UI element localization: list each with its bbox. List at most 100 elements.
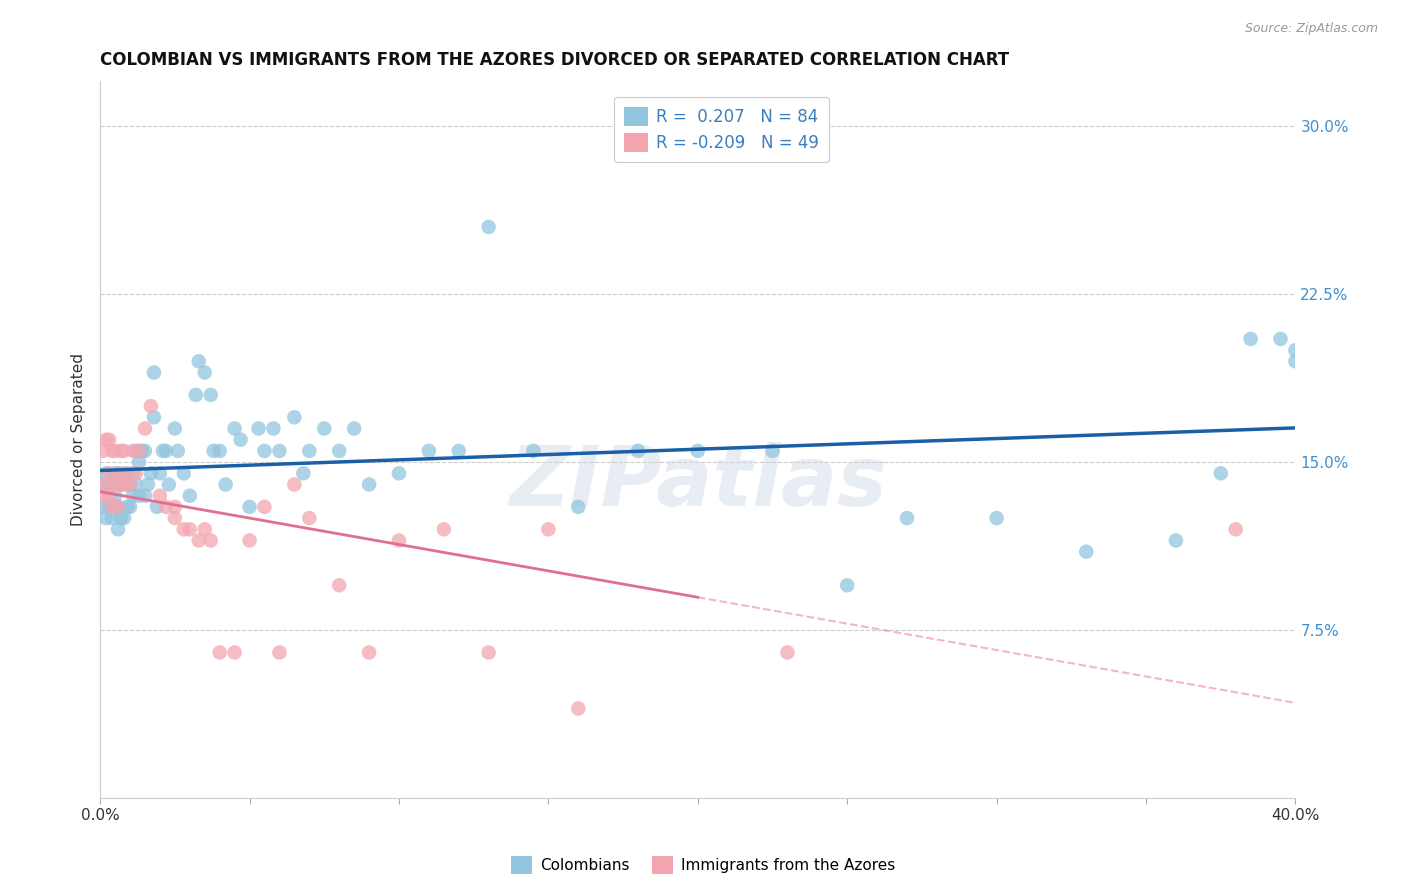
- Point: [166, 443, 188, 458]
- Text: Source: ZipAtlas.com: Source: ZipAtlas.com: [1244, 22, 1378, 36]
- Point: [418, 443, 440, 458]
- Point: [112, 467, 135, 481]
- Point: [98, 433, 121, 447]
- Point: [107, 500, 129, 514]
- Point: [173, 522, 195, 536]
- Point: [179, 489, 201, 503]
- Point: [110, 443, 132, 458]
- Point: [1076, 544, 1098, 558]
- Point: [328, 443, 350, 458]
- Point: [238, 500, 260, 514]
- Point: [328, 578, 350, 592]
- Point: [1270, 332, 1292, 346]
- Point: [238, 533, 260, 548]
- Point: [262, 421, 284, 435]
- Point: [98, 500, 121, 514]
- Point: [478, 219, 501, 234]
- Point: [298, 511, 321, 525]
- Point: [115, 500, 138, 514]
- Point: [142, 410, 165, 425]
- Point: [125, 467, 148, 481]
- Point: [229, 433, 252, 447]
- Point: [107, 467, 129, 481]
- Point: [94, 467, 117, 481]
- Point: [179, 522, 201, 536]
- Point: [1164, 533, 1187, 548]
- Point: [134, 489, 156, 503]
- Point: [200, 533, 222, 548]
- Point: [433, 522, 456, 536]
- Point: [343, 421, 366, 435]
- Point: [224, 645, 246, 659]
- Point: [98, 467, 121, 481]
- Point: [761, 443, 783, 458]
- Point: [447, 443, 470, 458]
- Point: [112, 511, 135, 525]
- Point: [194, 366, 217, 380]
- Point: [1225, 522, 1247, 536]
- Point: [388, 467, 411, 481]
- Point: [283, 477, 305, 491]
- Point: [187, 533, 209, 548]
- Point: [149, 489, 172, 503]
- Point: [91, 443, 114, 458]
- Point: [91, 500, 114, 514]
- Point: [98, 489, 121, 503]
- Point: [125, 443, 148, 458]
- Point: [149, 467, 172, 481]
- Point: [388, 533, 411, 548]
- Point: [173, 467, 195, 481]
- Point: [155, 443, 177, 458]
- Point: [104, 443, 127, 458]
- Point: [139, 399, 162, 413]
- Point: [214, 477, 236, 491]
- Point: [837, 578, 859, 592]
- Point: [163, 421, 186, 435]
- Point: [122, 443, 145, 458]
- Point: [1284, 354, 1306, 368]
- Point: [107, 522, 129, 536]
- Point: [522, 443, 544, 458]
- Point: [112, 443, 135, 458]
- Text: ZIPatlas: ZIPatlas: [509, 442, 887, 524]
- Point: [896, 511, 918, 525]
- Point: [139, 467, 162, 481]
- Point: [125, 477, 148, 491]
- Point: [283, 410, 305, 425]
- Point: [1209, 467, 1232, 481]
- Point: [314, 421, 336, 435]
- Point: [94, 477, 117, 491]
- Point: [104, 489, 127, 503]
- Point: [118, 477, 141, 491]
- Point: [157, 477, 180, 491]
- Point: [118, 500, 141, 514]
- Legend: Colombians, Immigrants from the Azores: Colombians, Immigrants from the Azores: [505, 850, 901, 880]
- Point: [136, 477, 159, 491]
- Point: [101, 511, 124, 525]
- Point: [627, 443, 650, 458]
- Point: [224, 421, 246, 435]
- Point: [101, 443, 124, 458]
- Point: [202, 443, 225, 458]
- Point: [107, 500, 129, 514]
- Point: [1284, 343, 1306, 358]
- Point: [194, 522, 217, 536]
- Point: [253, 443, 276, 458]
- Point: [101, 500, 124, 514]
- Point: [187, 354, 209, 368]
- Point: [128, 443, 150, 458]
- Point: [118, 477, 141, 491]
- Point: [91, 477, 114, 491]
- Point: [269, 645, 291, 659]
- Point: [986, 511, 1008, 525]
- Point: [208, 645, 231, 659]
- Legend: R =  0.207   N = 84, R = -0.209   N = 49: R = 0.207 N = 84, R = -0.209 N = 49: [614, 97, 830, 162]
- Point: [292, 467, 315, 481]
- Point: [208, 443, 231, 458]
- Point: [94, 433, 117, 447]
- Y-axis label: Divorced or Separated: Divorced or Separated: [72, 353, 86, 526]
- Point: [104, 500, 127, 514]
- Point: [142, 366, 165, 380]
- Point: [184, 388, 207, 402]
- Point: [1239, 332, 1261, 346]
